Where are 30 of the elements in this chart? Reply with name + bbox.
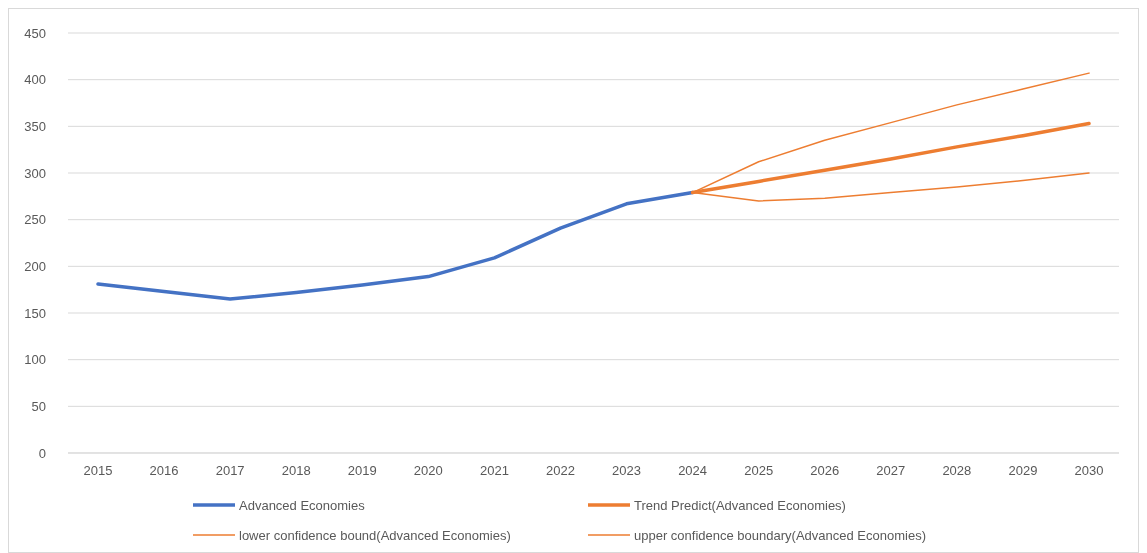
x-tick-label: 2022 [546, 463, 575, 478]
y-tick-label: 300 [24, 165, 46, 181]
y-tick-label: 250 [24, 212, 46, 228]
y-tick-label: 350 [24, 118, 46, 134]
y-tick-label: 150 [24, 305, 46, 321]
x-tick-label: 2027 [876, 463, 906, 478]
x-tick-label: 2025 [744, 463, 774, 478]
x-tick-label: 2029 [1008, 463, 1038, 478]
x-tick-label: 2021 [479, 463, 509, 478]
y-tick-label: 0 [38, 445, 46, 461]
x-tick-label: 2018 [281, 463, 311, 478]
legend-label: Trend Predict(Advanced Economies) [634, 497, 846, 513]
x-tick-label: 2030 [1074, 463, 1104, 478]
y-tick-label: 200 [24, 258, 46, 274]
x-tick-label: 2026 [810, 463, 840, 478]
y-tick-label: 450 [24, 25, 46, 41]
x-tick-label: 2015 [83, 463, 113, 478]
x-tick-label: 2023 [612, 463, 641, 478]
x-tick-label: 2024 [678, 463, 708, 478]
x-tick-label: 2020 [413, 463, 443, 478]
x-tick-label: 2028 [942, 463, 972, 478]
x-tick-label: 2019 [347, 463, 377, 478]
y-tick-label: 400 [24, 72, 46, 88]
x-tick-label: 2016 [149, 463, 179, 478]
x-tick-label: 2017 [215, 463, 245, 478]
legend-label: upper confidence boundary(Advanced Economies) [634, 527, 926, 543]
legend-label: lower confidence bound(Advanced Economies) [239, 527, 511, 543]
y-tick-label: 100 [24, 352, 46, 368]
y-tick-label: 50 [31, 398, 46, 414]
legend-label: Advanced Economies [239, 497, 366, 513]
